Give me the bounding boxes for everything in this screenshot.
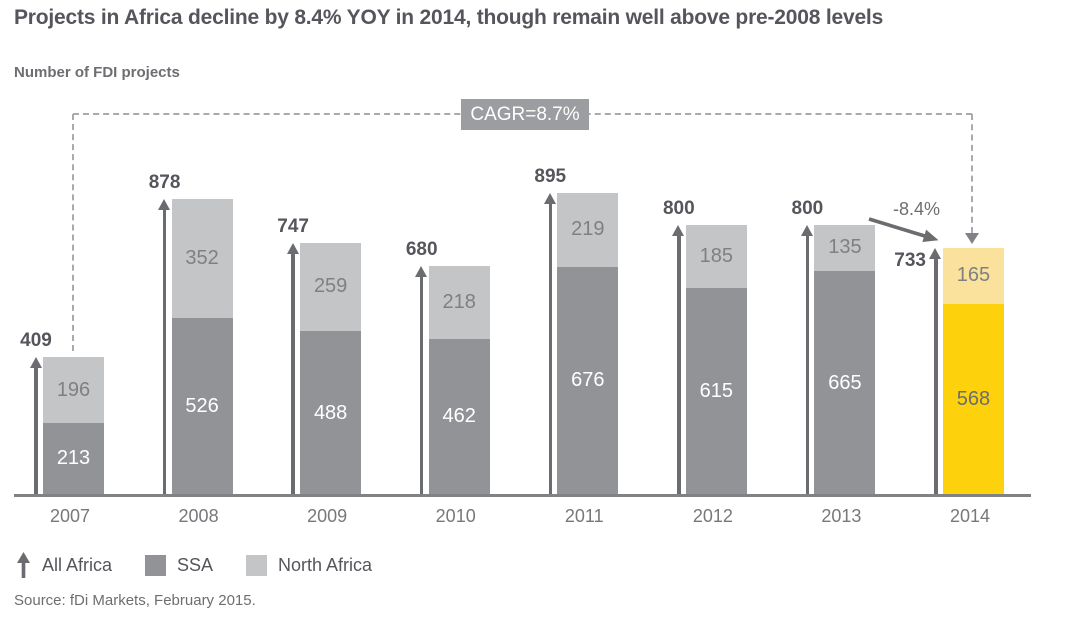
source-note: Source: fDi Markets, February 2015. xyxy=(14,592,256,609)
all-africa-arrow-stem-2008 xyxy=(162,207,167,495)
year-label-2008: 2008 xyxy=(178,506,219,526)
legend-label-all-africa: All Africa xyxy=(42,555,113,575)
bar-segment-ssa-2009: 488 xyxy=(300,330,362,495)
all-africa-arrowhead-icon-2013 xyxy=(800,225,813,237)
x-axis-line xyxy=(14,494,1031,497)
all-africa-arrow-stem-2011 xyxy=(548,201,553,495)
bar-segment-ssa-2014: 568 xyxy=(942,303,1004,495)
yoy-change-label: -8.4% xyxy=(892,199,940,219)
bar-segment-ssa-2011: 676 xyxy=(557,267,619,495)
legend-label-ssa: SSA xyxy=(177,555,214,575)
bar-segment-north-africa-2014: 165 xyxy=(942,247,1004,304)
all-africa-arrow-stem-2013 xyxy=(805,233,810,495)
bar-segment-north-africa-2009: 259 xyxy=(300,243,362,331)
cagr-dashed-line-right xyxy=(971,114,973,233)
year-label-2009: 2009 xyxy=(307,506,348,526)
total-label-2014: 733 xyxy=(894,249,926,271)
all-africa-arrowhead-icon-2012 xyxy=(672,225,685,237)
bar-segment-ssa-2013: 665 xyxy=(814,270,876,495)
arrow-up-icon xyxy=(17,552,30,578)
all-africa-arrow-stem-2010 xyxy=(419,273,424,495)
legend-label-north-africa: North Africa xyxy=(278,555,373,575)
page-title: Projects in Africa decline by 8.4% YOY i… xyxy=(14,6,884,29)
legend-item-all-africa: All Africa xyxy=(16,552,112,578)
bar-segment-ssa-2010: 462 xyxy=(428,339,490,495)
bar-segment-ssa-2012: 615 xyxy=(685,287,747,495)
all-africa-arrowhead-icon-2010 xyxy=(415,265,428,277)
year-label-2011: 2011 xyxy=(564,506,604,526)
year-label-2010: 2010 xyxy=(435,506,476,526)
total-label-2012: 800 xyxy=(662,198,695,220)
all-africa-arrowhead-icon-2014 xyxy=(929,247,942,259)
year-label-2007: 2007 xyxy=(49,506,91,526)
bar-segment-north-africa-2011: 219 xyxy=(557,193,619,268)
cagr-dashed-line-left xyxy=(72,114,74,351)
bar-segment-north-africa-2008: 352 xyxy=(171,199,233,318)
yoy-arrow-icon xyxy=(868,217,939,243)
bar-segment-north-africa-2007: 196 xyxy=(43,357,104,424)
chart-subtitle: Number of FDI projects xyxy=(14,64,180,81)
total-label-2010: 680 xyxy=(405,238,438,260)
bar-segment-ssa-2008: 526 xyxy=(171,317,233,495)
total-label-2008: 878 xyxy=(148,172,181,194)
year-label-2012: 2012 xyxy=(692,506,733,526)
all-africa-arrow-stem-2009 xyxy=(291,251,295,495)
total-label-2013: 800 xyxy=(791,198,824,220)
all-africa-arrow-stem-2012 xyxy=(677,233,681,495)
all-africa-arrow-stem-2014 xyxy=(934,255,938,495)
year-label-2013: 2013 xyxy=(821,506,862,526)
legend-swatch-ssa xyxy=(145,554,166,576)
legend-swatch-north-africa xyxy=(246,554,267,576)
all-africa-arrow-stem-2007 xyxy=(34,365,38,495)
legend-item-ssa: SSA xyxy=(145,552,213,578)
total-label-2007: 409 xyxy=(20,330,52,352)
bar-segment-ssa-2007: 213 xyxy=(43,423,104,495)
all-africa-arrowhead-icon-2009 xyxy=(286,243,299,255)
total-label-2011: 895 xyxy=(534,166,567,188)
cagr-badge: CAGR=8.7% xyxy=(461,99,589,130)
bar-segment-north-africa-2013: 135 xyxy=(814,225,876,271)
total-label-2009: 747 xyxy=(277,216,309,238)
cagr-arrowhead-down-icon xyxy=(965,233,979,244)
all-africa-arrowhead-icon-2008 xyxy=(158,199,171,211)
all-africa-arrowhead-icon-2007 xyxy=(29,357,42,369)
year-label-2014: 2014 xyxy=(949,506,990,526)
legend-item-north-africa: North Africa xyxy=(246,552,372,578)
bar-segment-north-africa-2012: 185 xyxy=(685,225,747,288)
bar-segment-north-africa-2010: 218 xyxy=(428,265,490,340)
all-africa-arrowhead-icon-2011 xyxy=(543,193,556,205)
